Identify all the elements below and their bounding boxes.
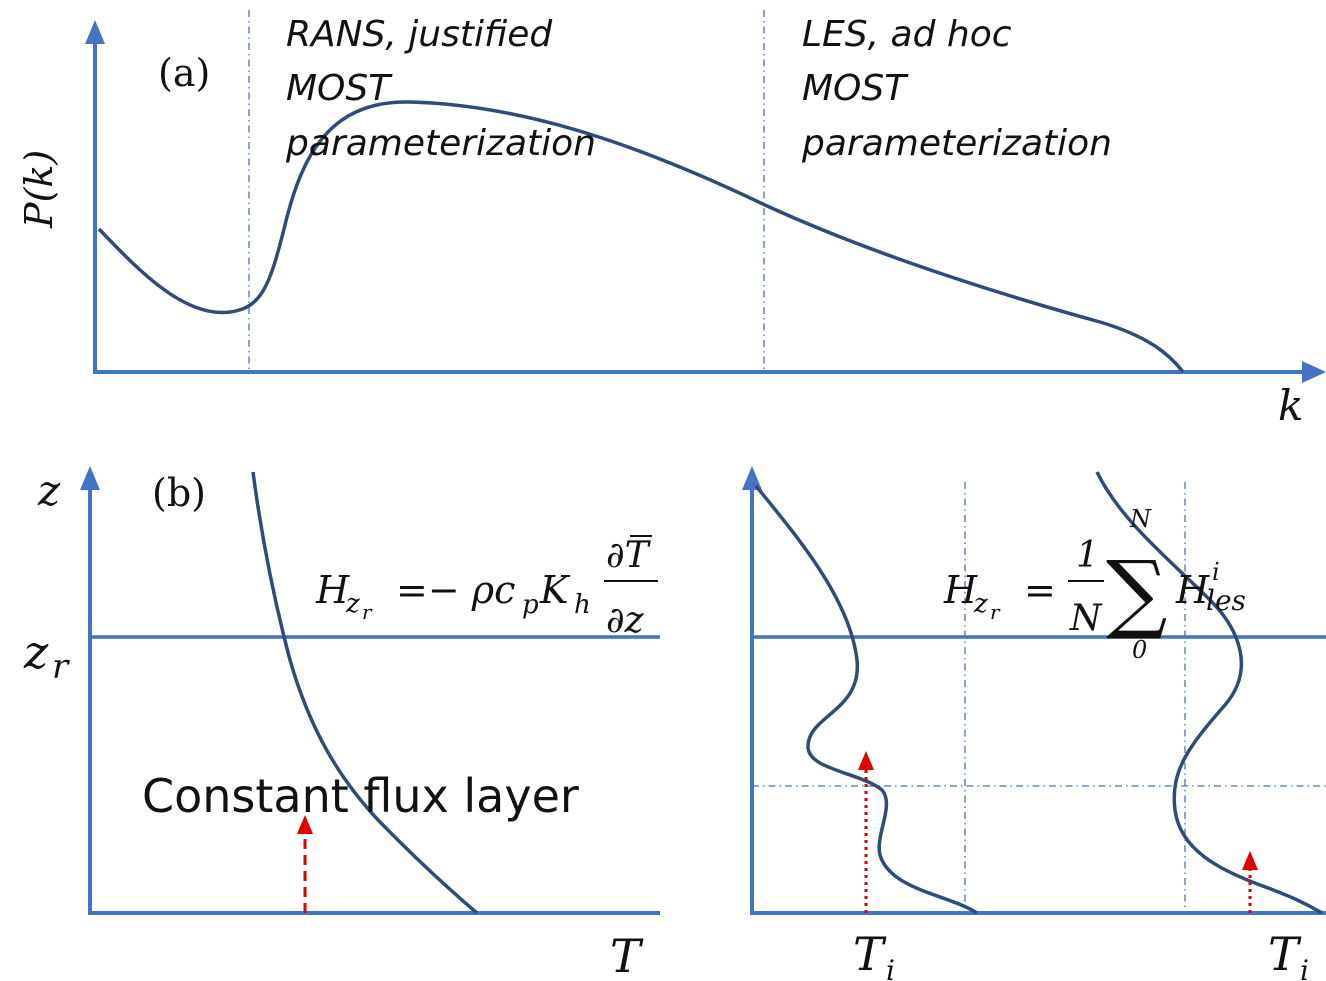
ti-label-1-sub: i [886,954,895,981]
panel-a-y-arrowhead [85,20,105,44]
panel-b-label: (b) [152,471,206,515]
panel-b-right-x-label-1: T i [853,927,895,981]
ti-label-1: T [853,927,887,981]
les-eq-h-sub: z [973,589,988,619]
les-line-2: MOST [802,68,909,109]
panel-b-zr-label: z r [23,625,70,687]
les-line-3: parameterization [801,123,1112,164]
panel-a-x-arrowhead [1302,361,1326,383]
panel-a: (a) P(k) k RANS, justified MOST paramete… [17,10,1326,430]
panel-b-left-z-arrowhead [80,466,100,490]
panel-b-right: T i T i H z r = 1 N N ∑ 0 H i les [742,466,1326,981]
les-eq-term-sub: les [1206,584,1246,617]
les-profile-1 [754,484,978,915]
constant-flux-layer-label: Constant flux layer [142,769,579,823]
zr-label-main: z [23,625,49,679]
ti-label-2-sub: i [1300,954,1309,981]
panel-b-left-x-label: T [610,929,644,981]
panel-b-right-z-arrowhead [742,466,762,490]
rans-line-1: RANS, justified [286,14,553,55]
les-flux-arrowhead-1 [858,751,874,770]
most-eq-h-sub: z [345,589,360,619]
les-profile-2 [1095,471,1323,915]
most-eq-numerator: ∂T [606,535,652,576]
most-eq-k-sub: h [574,590,591,620]
most-eq-h-subsub: r [362,600,373,624]
panel-b-left-temperature-profile [251,471,479,915]
most-flux-equation: H z r =− ρc p K h ∂T ∂z [315,535,658,641]
les-line-1: LES, ad hoc [802,14,1012,55]
les-eq-h-subsub: r [990,600,1001,624]
les-eq-h: H [943,568,978,612]
panel-a-x-label: k [1278,381,1303,430]
most-eq-cp-sub: p [522,590,539,620]
rans-line-3: parameterization [285,123,596,164]
most-eq-denominator: ∂z [606,600,645,641]
panel-a-y-label: P(k) [17,150,61,229]
most-eq-k: K [539,568,571,612]
les-eq-term-sup: i [1212,558,1220,586]
les-eq-numerator: 1 [1076,535,1099,576]
les-annotation: LES, ad hoc MOST parameterization [801,14,1112,164]
les-eq-sum-top: N [1129,505,1152,533]
zr-label-sub: r [52,647,70,687]
panel-a-label: (a) [158,51,210,95]
les-eq-sum: ∑ [1106,543,1167,643]
les-eq-denominator: N [1069,598,1103,639]
most-eq-h: H [315,568,350,612]
les-flux-equation: H z r = 1 N N ∑ 0 H i les [943,505,1246,664]
panel-b-left: (b) z z r T Constant flux layer H z r =−… [23,466,660,981]
les-eq-term: H [1175,568,1210,612]
les-flux-arrowhead-2 [1242,851,1258,870]
panel-b-z-label: z [37,466,61,515]
rans-line-2: MOST [286,68,393,109]
panel-a-spectrum-curve [97,100,1185,374]
les-eq-equals: = [1024,568,1056,612]
most-eq-rhs: =− ρc [396,568,515,612]
panel-b-right-x-label-2: T i [1268,927,1309,981]
ti-label-2: T [1268,927,1302,981]
les-eq-sum-bottom: 0 [1132,636,1147,664]
panel-b-left-flux-arrowhead [297,815,313,834]
rans-annotation: RANS, justified MOST parameterization [285,14,596,164]
